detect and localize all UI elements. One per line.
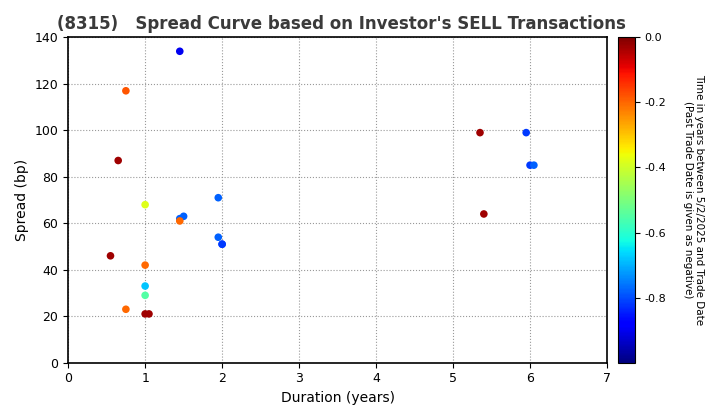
Point — [140, 201, 151, 208]
Y-axis label: Time in years between 5/2/2025 and Trade Date
(Past Trade Date is given as negat: Time in years between 5/2/2025 and Trade… — [683, 74, 704, 326]
Point — [521, 129, 532, 136]
Point — [474, 129, 486, 136]
Point — [478, 210, 490, 217]
Point — [112, 157, 124, 164]
Point — [524, 162, 536, 168]
Point — [216, 241, 228, 247]
Point — [140, 262, 151, 268]
Point — [178, 213, 189, 220]
Point — [528, 162, 540, 168]
Point — [174, 48, 186, 55]
Point — [140, 310, 151, 317]
Point — [143, 310, 155, 317]
X-axis label: Duration (years): Duration (years) — [281, 391, 395, 405]
Point — [120, 87, 132, 94]
Point — [140, 283, 151, 289]
Point — [174, 215, 186, 222]
Point — [216, 241, 228, 247]
Point — [120, 306, 132, 312]
Point — [212, 234, 224, 241]
Point — [104, 252, 116, 259]
Point — [140, 292, 151, 299]
Y-axis label: Spread (bp): Spread (bp) — [15, 159, 29, 241]
Text: (8315)   Spread Curve based on Investor's SELL Transactions: (8315) Spread Curve based on Investor's … — [58, 15, 626, 33]
Point — [174, 218, 186, 224]
Point — [212, 194, 224, 201]
